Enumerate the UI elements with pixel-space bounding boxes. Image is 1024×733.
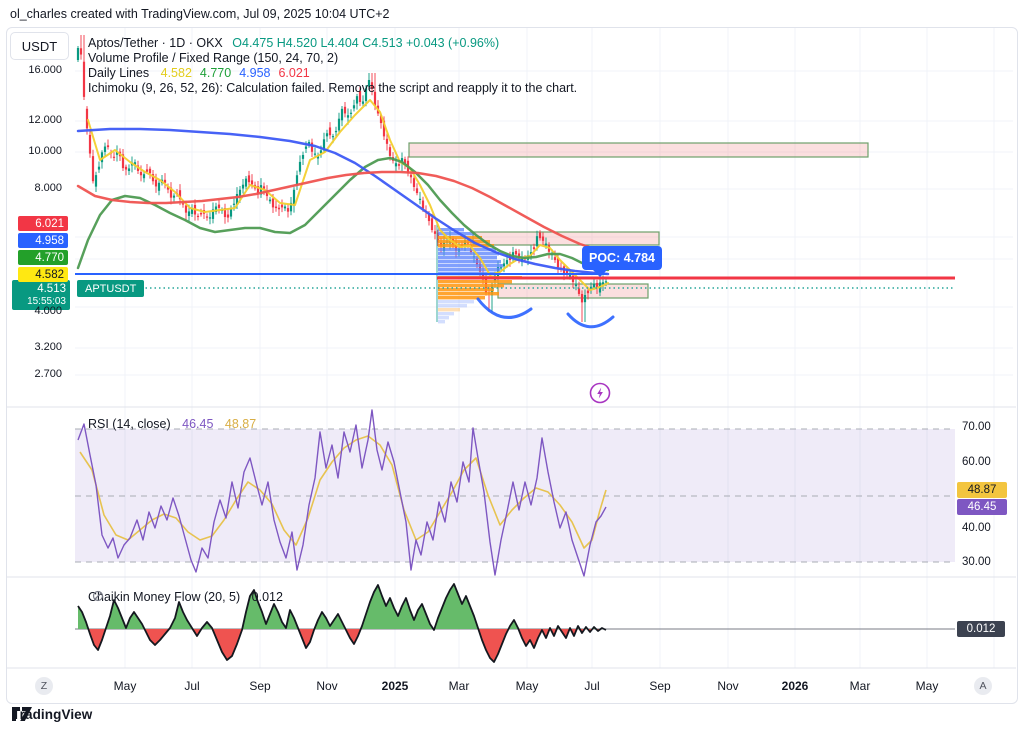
price-tick: 8.000 bbox=[34, 182, 62, 194]
chart-frame bbox=[6, 27, 1018, 704]
time-axis-label[interactable]: May bbox=[515, 679, 539, 693]
rsi-value-badge: 48.87 bbox=[957, 482, 1007, 498]
time-axis-label[interactable]: Jul bbox=[184, 679, 200, 693]
time-axis-badge[interactable]: A bbox=[974, 677, 992, 695]
time-axis-label[interactable]: Jul bbox=[584, 679, 600, 693]
price-tick: 2.700 bbox=[34, 368, 62, 380]
time-axis-label[interactable]: 2025 bbox=[381, 679, 409, 693]
price-tick: 3.200 bbox=[34, 341, 62, 353]
rsi-value-badge: 46.45 bbox=[957, 499, 1007, 515]
time-axis-badge[interactable]: Z bbox=[35, 677, 53, 695]
daily-line-value: 4.770 bbox=[199, 66, 232, 80]
daily-lines-values: 4.582 4.770 4.958 6.021 bbox=[153, 66, 310, 80]
time-axis-label[interactable]: Mar bbox=[448, 679, 470, 693]
cmf-title: Chaikin Money Flow (20, 5) bbox=[88, 590, 241, 604]
rsi-legend-row[interactable]: RSI (14, close) 46.45 48.87 bbox=[88, 417, 256, 431]
daily-line-value: 4.582 bbox=[160, 66, 192, 80]
flash-idea-icon[interactable] bbox=[588, 381, 612, 405]
rsi-level-label: 60.00 bbox=[962, 456, 991, 468]
poc-callout[interactable]: POC: 4.784 bbox=[582, 246, 662, 277]
time-axis-label[interactable]: Sep bbox=[249, 679, 271, 693]
daily-lines-label: Daily Lines bbox=[88, 66, 150, 80]
price-line-badge: 6.021 bbox=[18, 216, 68, 231]
symbol-legend-row[interactable]: Aptos/Tether · 1D · OKX O4.475 H4.520 L4… bbox=[88, 36, 499, 50]
cmf-value-badge: 0.012 bbox=[957, 621, 1005, 637]
price-tick: 10.000 bbox=[28, 145, 62, 157]
cmf-legend-row[interactable]: Chaikin Money Flow (20, 5) 0.012 bbox=[88, 590, 283, 604]
daily-line-value: 6.021 bbox=[278, 66, 310, 80]
currency-unit-button[interactable]: USDT bbox=[10, 32, 69, 60]
price-line-badge: 4.582 bbox=[18, 267, 68, 282]
time-axis-label[interactable]: Sep bbox=[649, 679, 671, 693]
daily-line-value: 4.958 bbox=[239, 66, 271, 80]
rsi-level-label: 40.00 bbox=[962, 522, 991, 534]
rsi-title: RSI (14, close) bbox=[88, 417, 171, 431]
rsi-value: 46.45 bbox=[182, 417, 214, 431]
time-axis-label[interactable]: Mar bbox=[849, 679, 871, 693]
symbol-title: Aptos/Tether · 1D · OKX bbox=[88, 36, 223, 50]
rsi-level-label: 70.00 bbox=[962, 421, 991, 433]
ohlc-values: O4.475 H4.520 L4.404 C4.513 +0.043 (+0.9… bbox=[232, 36, 500, 50]
rsi-level-label: 30.00 bbox=[962, 556, 991, 568]
ichimoku-error-row[interactable]: Ichimoku (9, 26, 52, 26): Calculation fa… bbox=[88, 81, 578, 95]
tradingview-logo-icon bbox=[12, 707, 32, 721]
price-line-badge: 4.958 bbox=[18, 233, 68, 248]
price-tick: 16.000 bbox=[28, 64, 62, 76]
price-tick: 12.000 bbox=[28, 114, 62, 126]
time-axis-label[interactable]: May bbox=[113, 679, 137, 693]
rsi-ma-value: 48.87 bbox=[224, 417, 257, 431]
time-axis-label[interactable]: May bbox=[915, 679, 939, 693]
last-price: 4.513 bbox=[37, 282, 66, 295]
time-axis-label[interactable]: Nov bbox=[717, 679, 739, 693]
time-axis-label[interactable]: Nov bbox=[316, 679, 338, 693]
price-tick: 4.000 bbox=[34, 305, 62, 317]
tradingview-logo-text: TradingView bbox=[12, 707, 93, 722]
last-price-badge: 4.513 15:55:03 bbox=[12, 280, 70, 310]
daily-lines-legend-row[interactable]: Daily Lines 4.582 4.770 4.958 6.021 bbox=[88, 66, 310, 80]
hide-indicator-icon[interactable] bbox=[92, 590, 104, 602]
cmf-value: 0.012 bbox=[251, 590, 283, 604]
time-axis-label[interactable]: 2026 bbox=[781, 679, 809, 693]
credit-line: ol_charles created with TradingView.com,… bbox=[10, 7, 390, 21]
tradingview-logo[interactable]: TradingView bbox=[12, 707, 92, 722]
countdown-timer: 15:55:03 bbox=[27, 295, 66, 307]
volume-profile-legend-row[interactable]: Volume Profile / Fixed Range (150, 24, 7… bbox=[88, 51, 339, 65]
price-line-badge: 4.770 bbox=[18, 250, 68, 265]
symbol-name-tag: APTUSDT bbox=[77, 280, 145, 297]
